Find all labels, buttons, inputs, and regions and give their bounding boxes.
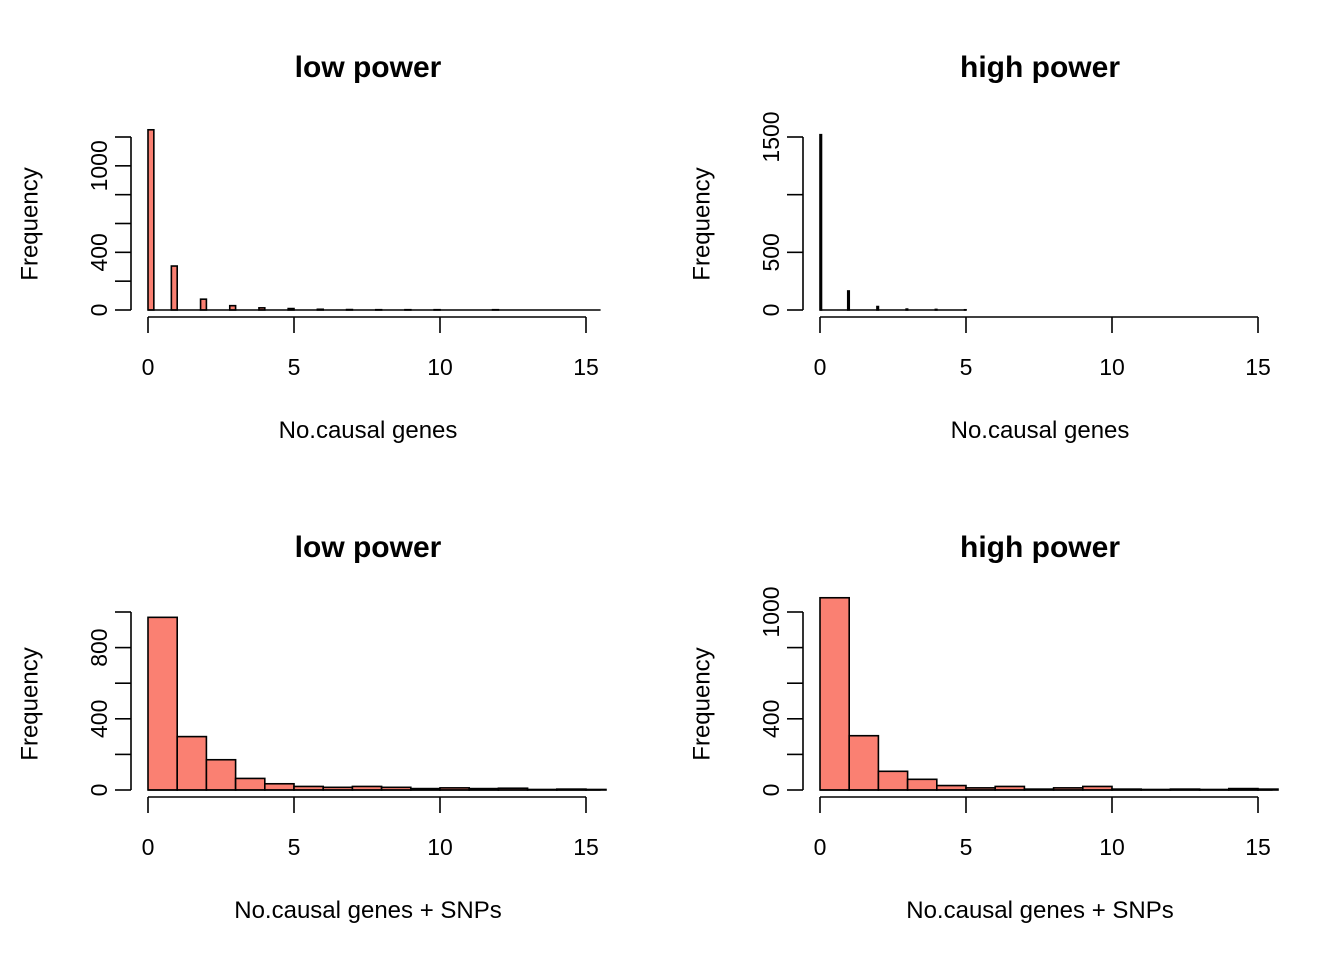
x-tick-label: 15 — [573, 834, 599, 860]
y-tick-label: 1000 — [758, 586, 784, 637]
histogram-bar — [848, 734, 880, 791]
histogram-bar — [906, 778, 938, 791]
histogram-bar — [147, 616, 179, 791]
histogram-bar — [170, 265, 179, 311]
y-tick-label: 0 — [86, 784, 112, 797]
histogram-bar — [205, 758, 237, 791]
y-axis-label: Frequency — [17, 167, 44, 280]
histogram-bar — [199, 298, 208, 311]
histogram-bar — [846, 290, 851, 311]
y-axis-label: Frequency — [689, 167, 716, 280]
panel-2: 0 500 1500 0 5 10 15 high power No.causal genes F… — [689, 51, 1271, 444]
y-tick-label: 0 — [758, 304, 784, 317]
x-tick-label: 0 — [814, 354, 827, 380]
y-tick-label: 1000 — [86, 140, 112, 191]
chart-title: high power — [960, 531, 1120, 564]
histogram-bar — [877, 770, 909, 791]
x-axis-label: No.causal genes — [951, 417, 1130, 444]
chart-title: low power — [295, 51, 442, 84]
x-tick-label: 0 — [814, 834, 827, 860]
panel-1: 0 400 1000 0 5 10 15 low power No.causal genes Fr… — [17, 51, 601, 444]
x-tick-label: 10 — [427, 834, 453, 860]
y-tick-label: 500 — [758, 233, 784, 271]
x-tick-label: 0 — [142, 354, 155, 380]
histogram-bar — [234, 777, 266, 791]
chart-title: low power — [295, 531, 442, 564]
y-tick-label: 1500 — [758, 111, 784, 162]
x-tick-label: 15 — [1245, 354, 1271, 380]
histogram-bar — [263, 782, 295, 791]
y-tick-label: 0 — [86, 304, 112, 317]
x-tick-label: 5 — [960, 834, 973, 860]
x-axis-label: No.causal genes + SNPs — [234, 897, 501, 924]
x-tick-label: 5 — [288, 354, 301, 380]
histogram-bar — [819, 596, 851, 791]
y-tick-label: 800 — [86, 628, 112, 666]
y-tick-label: 400 — [86, 700, 112, 738]
y-tick-label: 400 — [758, 700, 784, 738]
x-tick-label: 10 — [1099, 354, 1125, 380]
y-axis-label: Frequency — [17, 647, 44, 760]
y-tick-label: 400 — [86, 233, 112, 271]
histogram-bar — [819, 133, 823, 311]
x-tick-label: 10 — [427, 354, 453, 380]
histogram-bar — [147, 128, 155, 311]
x-tick-label: 5 — [288, 834, 301, 860]
y-axis-label: Frequency — [689, 647, 716, 760]
panel-4: 0 400 1000 0 5 10 15 high power No.causal genes … — [689, 531, 1279, 924]
x-tick-label: 15 — [1245, 834, 1271, 860]
panel-3: 0 400 800 0 5 10 15 low power No.causal genes + … — [17, 531, 607, 924]
chart-title: high power — [960, 51, 1120, 84]
x-axis-label: No.causal genes — [279, 417, 458, 444]
histogram-bar — [176, 735, 208, 791]
x-tick-label: 5 — [960, 354, 973, 380]
x-tick-label: 15 — [573, 354, 599, 380]
x-axis-label: No.causal genes + SNPs — [906, 897, 1173, 924]
x-tick-label: 10 — [1099, 834, 1125, 860]
x-tick-label: 0 — [142, 834, 155, 860]
y-tick-label: 0 — [758, 784, 784, 797]
